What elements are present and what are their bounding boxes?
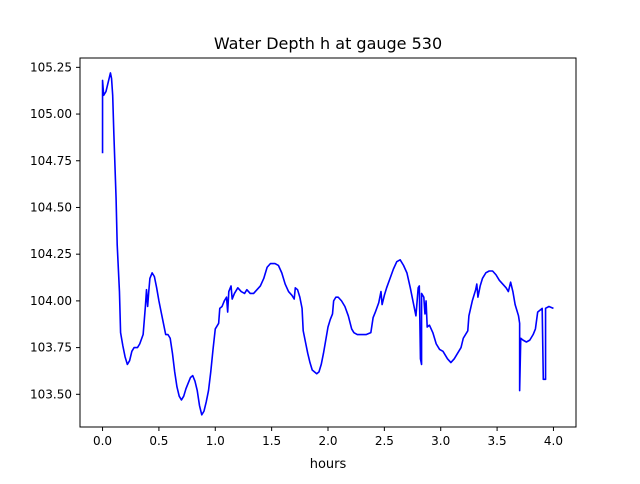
x-tick-label: 0.5 (149, 434, 168, 448)
plot-frame (79, 57, 577, 428)
y-tick-label: 104.75 (30, 154, 72, 168)
x-axis-label: hours (310, 457, 347, 472)
x-tick-label: 4.0 (544, 434, 563, 448)
y-tick-label: 104.25 (30, 247, 72, 261)
y-tick-label: 104.50 (30, 200, 72, 214)
series-lines (101, 72, 554, 416)
x-tick-label: 1.5 (262, 434, 281, 448)
x-tick-label: 2.0 (318, 434, 337, 448)
x-tick-label: 0.0 (93, 434, 112, 448)
series-line (101, 72, 554, 416)
y-tick-label: 103.50 (30, 387, 72, 401)
x-tick-label: 3.5 (488, 434, 507, 448)
y-tick-label: 105.00 (30, 107, 72, 121)
x-tick-label: 2.5 (375, 434, 394, 448)
y-tick-label: 104.00 (30, 294, 72, 308)
y-tick-label: 105.25 (30, 60, 72, 74)
chart-title: Water Depth h at gauge 530 (214, 34, 442, 53)
x-tick-label: 1.0 (206, 434, 225, 448)
y-tick-label: 103.75 (30, 341, 72, 355)
x-tick-label: 3.0 (431, 434, 450, 448)
axis-ticks: 0.0 0.5 1.0 1.5 2.0 2.5 3.0 3.5 4.0 103.50 103.75 1… (30, 60, 563, 448)
